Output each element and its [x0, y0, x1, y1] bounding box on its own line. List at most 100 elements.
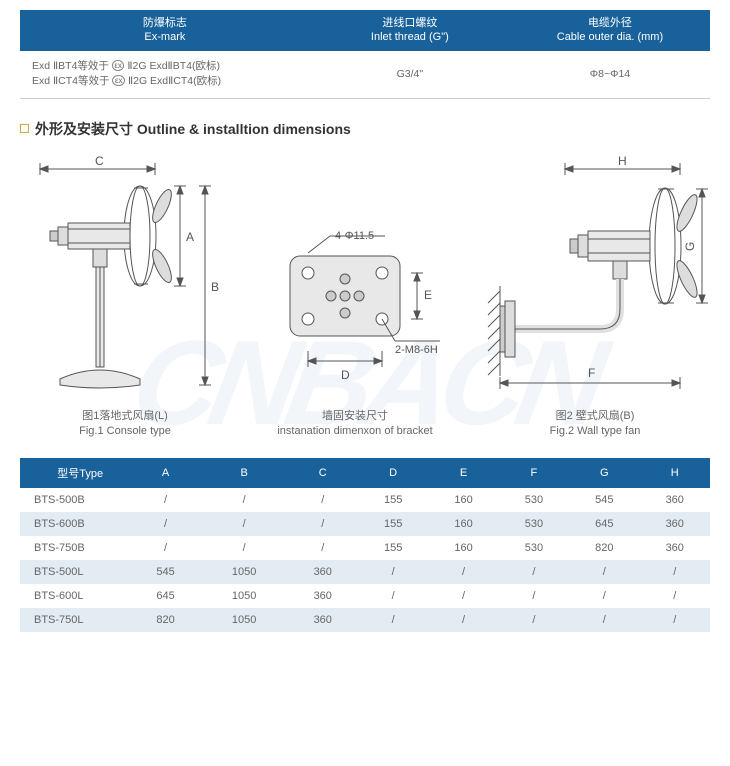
- cell-value: /: [201, 536, 288, 560]
- cell-value: 1050: [201, 584, 288, 608]
- exmark-l1b: Ⅱ2G ExdⅡBT4(欧标): [127, 60, 220, 72]
- caption-fig2-en: Fig.2 Wall type fan: [550, 425, 641, 437]
- label-d: D: [341, 368, 350, 382]
- cell-value: 360: [640, 536, 711, 560]
- caption-bracket-en: instanation dimenxon of bracket: [277, 425, 432, 437]
- cell-value: 155: [358, 536, 428, 560]
- cell-exmark: Exd ⅡBT4等效于 εx Ⅱ2G ExdⅡBT4(欧标) Exd ⅡCT4等…: [20, 51, 310, 99]
- cell-value: 160: [428, 488, 498, 512]
- th-col: H: [640, 458, 711, 488]
- label-e: E: [424, 288, 432, 302]
- cell-value: /: [640, 608, 711, 632]
- cell-value: /: [130, 512, 200, 536]
- cell-type: BTS-750B: [20, 536, 130, 560]
- table-row: BTS-500L5451050360/////: [20, 560, 710, 584]
- label-threads: 2-M8-6H: [395, 344, 438, 356]
- exmark-l2a: Exd ⅡCT4等效于: [32, 75, 110, 87]
- cell-value: 530: [499, 512, 569, 536]
- cell-cable: Φ8~Φ14: [510, 51, 710, 99]
- cell-value: 530: [499, 536, 569, 560]
- th-inlet: 进线口螺纹 Inlet thread (G"): [310, 10, 510, 51]
- cell-value: 360: [288, 584, 358, 608]
- cell-value: /: [288, 488, 358, 512]
- cell-value: 820: [130, 608, 200, 632]
- cell-value: 1050: [201, 608, 288, 632]
- cell-value: 360: [288, 608, 358, 632]
- cell-value: 820: [569, 536, 639, 560]
- bullet-icon: [20, 124, 29, 133]
- caption-fig1-en: Fig.1 Console type: [79, 425, 171, 437]
- th-type: 型号Type: [20, 458, 130, 488]
- cell-type: BTS-600B: [20, 512, 130, 536]
- caption-fig2: 图2 壁式风扇(B) Fig.2 Wall type fan: [480, 409, 710, 440]
- th-col: A: [130, 458, 200, 488]
- th-col: B: [201, 458, 288, 488]
- cell-value: /: [288, 512, 358, 536]
- th-col: D: [358, 458, 428, 488]
- th-col: F: [499, 458, 569, 488]
- diagram-console: C A B: [20, 151, 220, 401]
- captions-row: 图1落地式风扇(L) Fig.1 Console type 墙固安装尺寸 ins…: [20, 409, 710, 440]
- ex-icon: εx: [112, 75, 125, 86]
- label-h: H: [618, 154, 627, 168]
- section-title-text: 外形及安装尺寸 Outline & installtion dimensions: [35, 121, 351, 137]
- cell-value: 155: [358, 488, 428, 512]
- cell-value: 360: [640, 488, 711, 512]
- cell-type: BTS-500B: [20, 488, 130, 512]
- cell-value: 155: [358, 512, 428, 536]
- caption-bracket-cn: 墙固安装尺寸: [322, 410, 388, 422]
- cell-value: /: [428, 584, 498, 608]
- th-inlet-cn: 进线口螺纹: [382, 17, 437, 29]
- exmark-l2b: Ⅱ2G ExdⅡCT4(欧标): [128, 75, 221, 87]
- diagram-bracket: 4-Φ11.5 2-M8-6H D E: [245, 201, 445, 401]
- cell-value: /: [288, 536, 358, 560]
- cell-value: /: [428, 608, 498, 632]
- cell-value: 160: [428, 536, 498, 560]
- cell-value: /: [569, 560, 639, 584]
- th-col: E: [428, 458, 498, 488]
- cell-value: 360: [288, 560, 358, 584]
- label-a: A: [186, 230, 194, 244]
- table-row: BTS-600L6451050360/////: [20, 584, 710, 608]
- cell-value: /: [428, 560, 498, 584]
- cell-value: /: [130, 536, 200, 560]
- cell-value: /: [569, 584, 639, 608]
- caption-fig1: 图1落地式风扇(L) Fig.1 Console type: [20, 409, 230, 440]
- table-row: BTS-600B///155160530645360: [20, 512, 710, 536]
- caption-fig1-cn: 图1落地式风扇(L): [82, 410, 168, 422]
- cell-value: /: [640, 584, 711, 608]
- cell-type: BTS-500L: [20, 560, 130, 584]
- cell-value: 530: [499, 488, 569, 512]
- spec-row: Exd ⅡBT4等效于 εx Ⅱ2G ExdⅡBT4(欧标) Exd ⅡCT4等…: [20, 51, 710, 99]
- cell-value: 545: [130, 560, 200, 584]
- label-holes: 4-Φ11.5: [335, 230, 374, 242]
- caption-fig2-cn: 图2 壁式风扇(B): [556, 410, 635, 422]
- label-b: B: [211, 280, 219, 294]
- label-f: F: [588, 366, 595, 380]
- label-c: C: [95, 154, 104, 168]
- cell-type: BTS-750L: [20, 608, 130, 632]
- cell-value: /: [201, 512, 288, 536]
- th-cable: 电缆外径 Cable outer dia. (mm): [510, 10, 710, 51]
- diagram-wall: H G F: [470, 151, 710, 401]
- cell-value: /: [358, 608, 428, 632]
- cell-value: /: [569, 608, 639, 632]
- cell-value: /: [201, 488, 288, 512]
- cell-value: /: [499, 560, 569, 584]
- label-g: G: [683, 242, 697, 251]
- section-title: 外形及安装尺寸 Outline & installtion dimensions: [20, 119, 710, 139]
- cell-value: /: [640, 560, 711, 584]
- table-row: BTS-750L8201050360/////: [20, 608, 710, 632]
- diagram-row: C A B: [20, 151, 710, 401]
- cell-value: 1050: [201, 560, 288, 584]
- cell-value: 360: [640, 512, 711, 536]
- table-row: BTS-750B///155160530820360: [20, 536, 710, 560]
- cell-inlet: G3/4": [310, 51, 510, 99]
- th-exmark-cn: 防爆标志: [143, 17, 187, 29]
- th-cable-en: Cable outer dia. (mm): [557, 31, 663, 43]
- cell-value: 645: [130, 584, 200, 608]
- cell-value: /: [499, 608, 569, 632]
- th-exmark-en: Ex-mark: [144, 31, 185, 43]
- spec-table: 防爆标志 Ex-mark 进线口螺纹 Inlet thread (G") 电缆外…: [20, 10, 710, 99]
- dimension-table: 型号Type A B C D E F G H BTS-500B///155160…: [20, 458, 710, 632]
